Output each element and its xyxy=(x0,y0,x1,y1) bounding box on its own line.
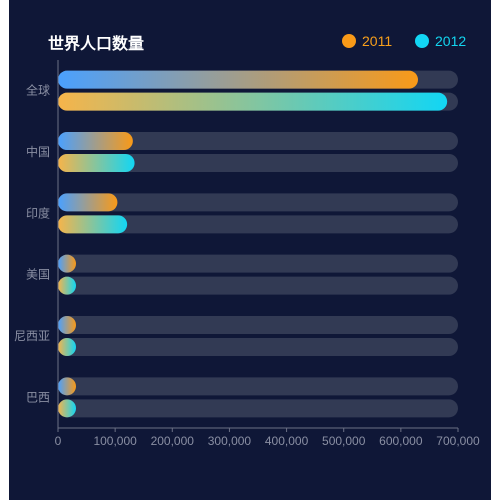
x-tick-label: 100,000 xyxy=(93,434,137,448)
chart-title: 世界人口数量 xyxy=(48,34,145,53)
y-tick-label: 全球 xyxy=(26,83,50,98)
bar-巴西-2012[interactable] xyxy=(58,399,76,418)
y-tick-label: 印度 xyxy=(26,205,50,220)
bar-track-美国-2012 xyxy=(58,276,458,295)
legend-label-2011: 2011 xyxy=(362,33,393,49)
bar-track-中国-2012 xyxy=(58,154,458,172)
x-tick-label: 700,000 xyxy=(436,434,480,448)
bar-全球-2011[interactable] xyxy=(58,70,418,89)
bar-track-印度-2012 xyxy=(58,215,458,234)
x-tick-label: 400,000 xyxy=(265,434,309,448)
bar-全球-2012[interactable] xyxy=(58,92,448,111)
x-tick-label: 300,000 xyxy=(208,434,252,448)
bar-巴西-2011[interactable] xyxy=(58,377,76,396)
bar-尼西亚-2011[interactable] xyxy=(58,316,76,334)
bar-track-巴西-2011 xyxy=(58,377,458,396)
bar-track-尼西亚-2011 xyxy=(58,316,458,334)
bar-track-美国-2011 xyxy=(58,254,458,273)
bar-美国-2012[interactable] xyxy=(58,276,76,295)
legend-marker-2012 xyxy=(415,34,429,48)
bar-尼西亚-2012[interactable] xyxy=(58,338,76,356)
bar-track-印度-2011 xyxy=(58,193,458,212)
bar-中国-2011[interactable] xyxy=(58,132,133,150)
bar-美国-2011[interactable] xyxy=(58,254,76,273)
bar-track-尼西亚-2012 xyxy=(58,338,458,356)
legend-item-2012[interactable]: 2012 xyxy=(415,32,466,50)
x-tick-label: 500,000 xyxy=(322,434,366,448)
bar-track-巴西-2012 xyxy=(58,399,458,418)
y-tick-label: 美国 xyxy=(26,268,50,282)
legend-marker-2011 xyxy=(342,34,356,48)
x-tick-label: 600,000 xyxy=(379,434,423,448)
legend-label-2012: 2012 xyxy=(435,33,467,49)
y-tick-label: 尼西亚 xyxy=(14,329,50,343)
legend-item-2011[interactable]: 2011 xyxy=(342,32,392,50)
x-tick-label: 200,000 xyxy=(151,434,195,448)
bar-track-中国-2011 xyxy=(58,132,458,150)
bar-中国-2012[interactable] xyxy=(58,154,135,172)
y-tick-label: 中国 xyxy=(26,144,50,159)
x-tick-label: 0 xyxy=(55,434,62,448)
y-tick-label: 巴西 xyxy=(26,390,50,404)
bar-印度-2012[interactable] xyxy=(58,215,128,234)
bar-印度-2011[interactable] xyxy=(58,193,118,212)
